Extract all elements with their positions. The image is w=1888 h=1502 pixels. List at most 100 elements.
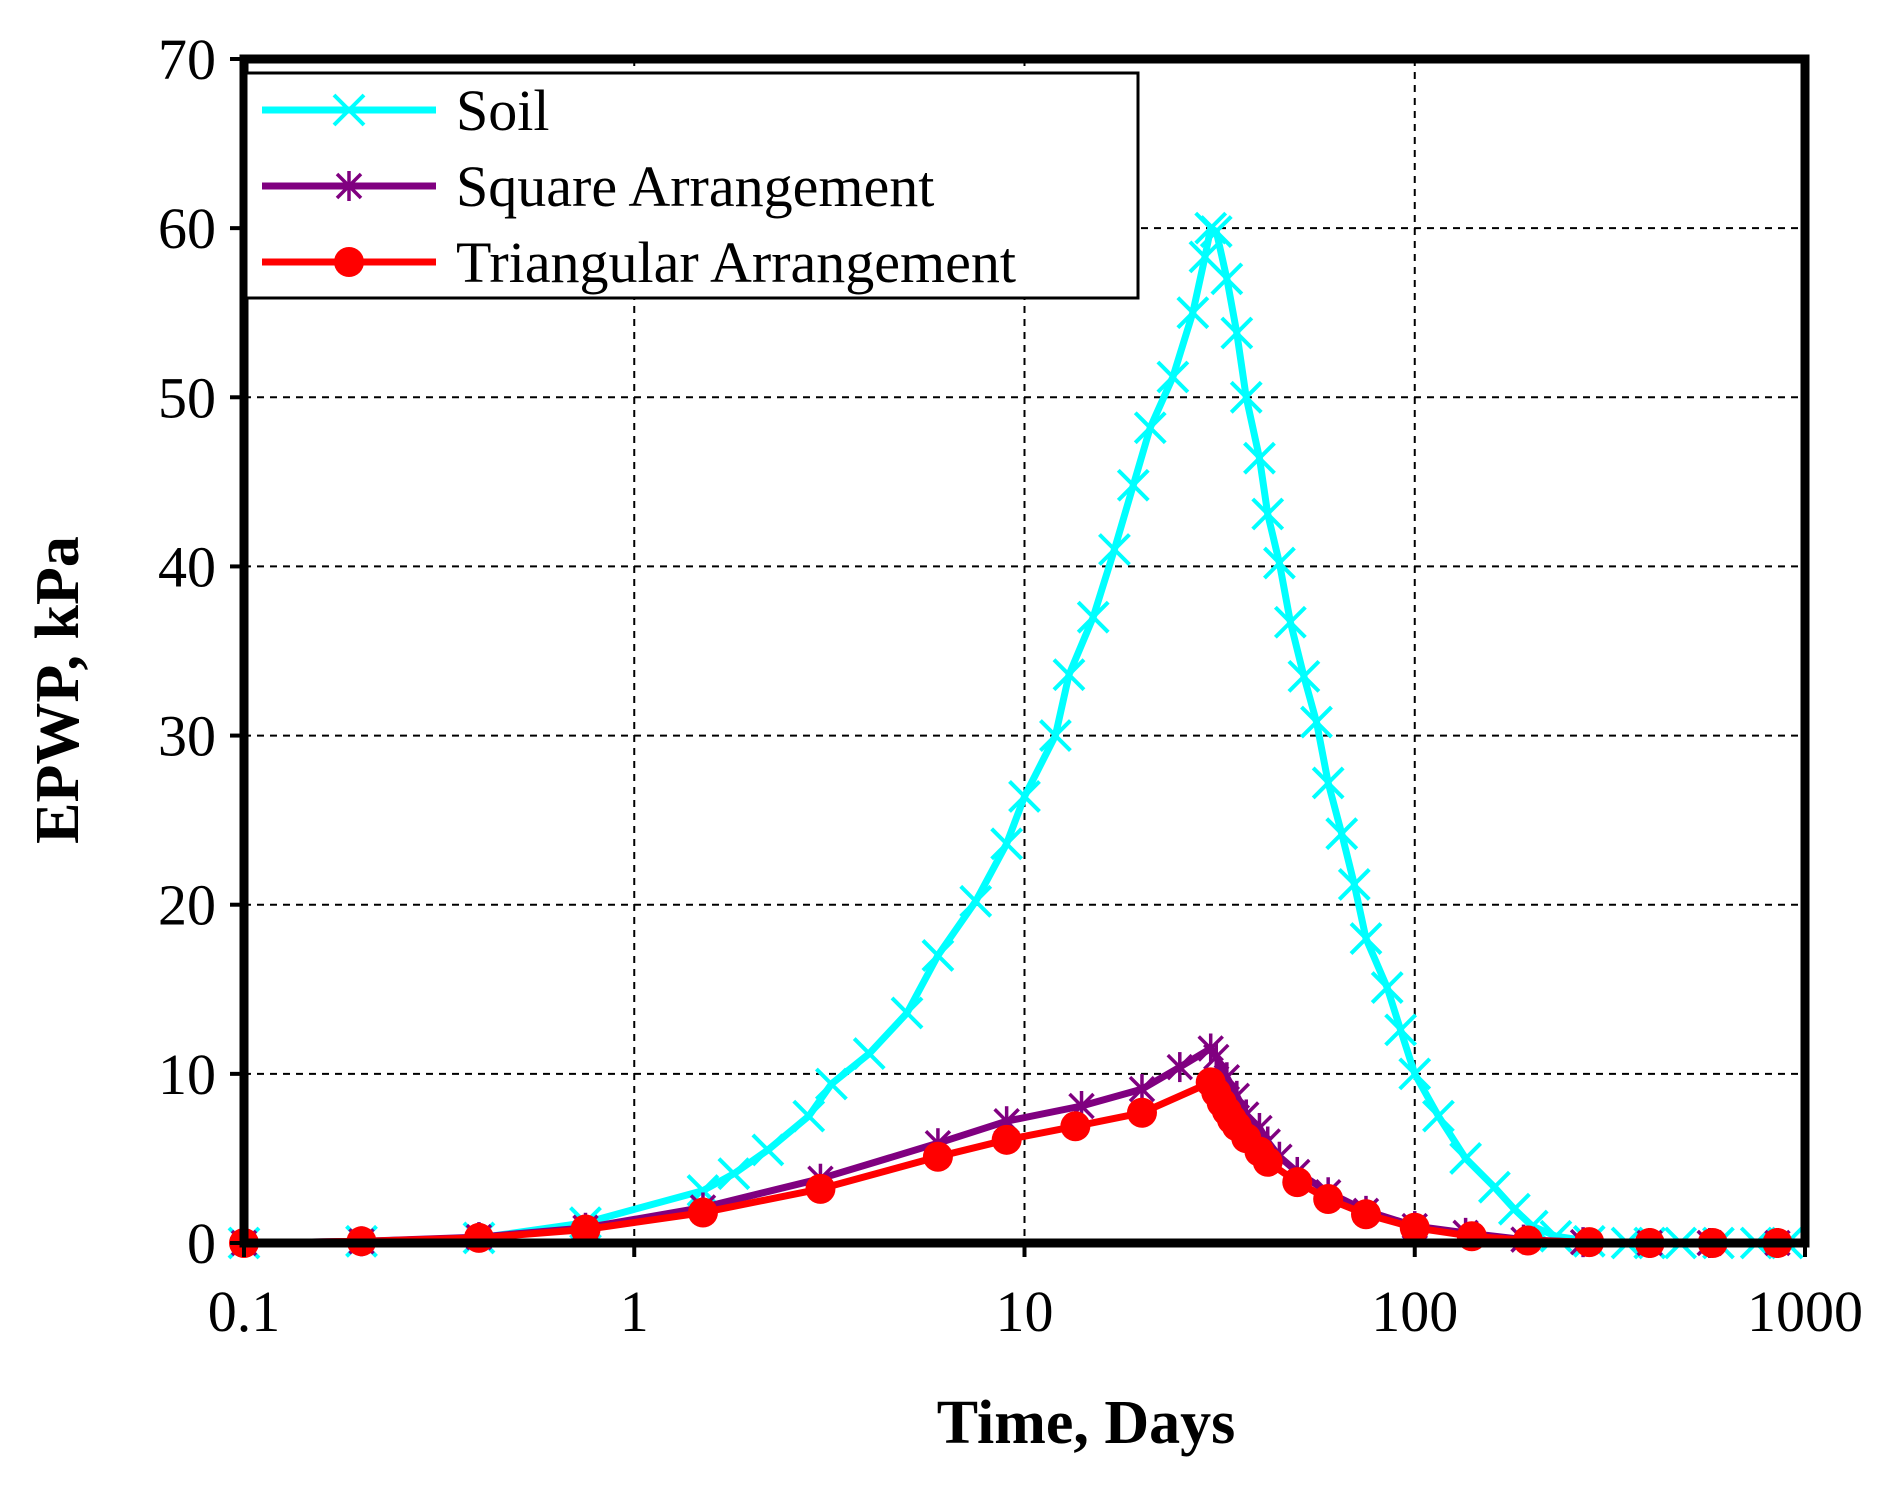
legend-marker-soil (332, 93, 366, 127)
marker-stroke (1176, 296, 1210, 330)
marker-stroke (1325, 817, 1359, 851)
marker-stroke (921, 939, 955, 972)
marker-stroke (1349, 922, 1383, 955)
data-point-soil (1210, 262, 1244, 296)
marker-stroke (1243, 441, 1276, 475)
marker-stroke (1287, 659, 1321, 693)
data-point-soil (1038, 719, 1072, 752)
x-tick-label: 10 (996, 1279, 1054, 1344)
legend-entry-soil: Soil (262, 78, 550, 143)
marker-stroke (890, 996, 924, 1030)
data-point-soil (1370, 971, 1404, 1005)
y-axis-title: EPWP, kPa (24, 536, 92, 844)
marker-stroke (792, 1099, 826, 1133)
data-point-triangular-arrangement (1060, 1111, 1091, 1142)
data-point-soil (1243, 441, 1276, 475)
data-point-soil (890, 996, 924, 1030)
marker-stroke (1422, 1099, 1455, 1133)
marker-stroke (814, 1067, 848, 1101)
marker-stroke (1052, 658, 1086, 692)
data-point-triangular-arrangement (1350, 1199, 1381, 1230)
data-point-soil (1384, 1013, 1418, 1047)
marker-stroke (1398, 1057, 1432, 1091)
marker-stroke (1076, 600, 1110, 634)
marker-stroke (686, 1174, 720, 1207)
y-tick-label: 50 (158, 365, 216, 430)
legend-marker-symbol (334, 247, 364, 277)
data-point-triangular-arrangement (687, 1197, 718, 1228)
legend-entry-triangular-arrangement: Triangular Arrangement (262, 230, 1016, 295)
data-point-soil (1116, 468, 1150, 502)
data-point-triangular-arrangement (1313, 1184, 1344, 1215)
marker-stroke (751, 1133, 785, 1167)
x-tick-label: 1000 (1747, 1279, 1863, 1344)
data-point-soil (1263, 546, 1296, 580)
data-point-soil (1008, 780, 1041, 813)
marker-stroke (1210, 262, 1244, 296)
marker-stroke (959, 884, 993, 918)
legend-marker-symbol (335, 171, 363, 201)
data-point-soil (1098, 533, 1131, 566)
y-tick-label: 40 (158, 534, 216, 599)
data-point-triangular-arrangement (463, 1222, 494, 1253)
y-tick-label: 10 (158, 1042, 216, 1107)
data-point-soil (1229, 380, 1263, 414)
data-point-triangular-arrangement (922, 1141, 953, 1172)
marker-stroke (1311, 766, 1345, 800)
marker-stroke (1370, 971, 1404, 1005)
y-tick-label: 0 (187, 1211, 216, 1276)
data-point-soil (1398, 1057, 1432, 1091)
legend: Soil Square Arrangement Triangular Arran… (244, 71, 1140, 300)
data-point-soil (1300, 705, 1333, 739)
y-tick-label: 60 (158, 196, 216, 261)
marker-stroke (1229, 380, 1263, 414)
data-point-soil (1220, 316, 1254, 350)
marker-stroke (1477, 1170, 1511, 1204)
data-point-soil (1287, 659, 1321, 693)
marker-stroke (1038, 719, 1072, 752)
marker-stroke (1273, 605, 1307, 639)
marker-stroke (1300, 705, 1333, 739)
marker-stroke (1156, 360, 1190, 394)
data-point-soil (1156, 360, 1190, 394)
data-point-triangular-arrangement (1282, 1167, 1313, 1198)
marker-stroke (1220, 316, 1254, 350)
x-tick-label: 1 (620, 1279, 649, 1344)
x-tick-label: 100 (1371, 1279, 1458, 1344)
data-point-soil (1176, 296, 1210, 330)
data-point-soil (792, 1099, 826, 1133)
marker-stroke (1188, 240, 1222, 274)
legend-label-soil: Soil (456, 78, 550, 143)
data-point-triangular-arrangement (991, 1124, 1022, 1155)
data-point-soil (921, 939, 955, 972)
data-point-soil (852, 1037, 886, 1070)
legend-marker-square-arrangement (335, 171, 363, 201)
x-tick-label: 0.1 (208, 1279, 281, 1344)
marker-stroke (990, 827, 1024, 861)
legend-marker-triangular-arrangement (334, 247, 364, 277)
data-point-soil (1449, 1142, 1483, 1175)
axis-ticks: 0.1 1 10 100 1000 0 10 20 30 40 50 60 70 (158, 27, 1863, 1344)
series-triangular-arrangement (229, 1067, 1793, 1258)
marker-stroke (1263, 546, 1296, 580)
marker-stroke (1449, 1142, 1483, 1175)
data-point-soil (1311, 766, 1345, 800)
marker-stroke (1133, 411, 1167, 445)
legend-label-triangular-arrangement: Triangular Arrangement (456, 230, 1016, 295)
marker-stroke (1116, 468, 1150, 502)
data-point-soil (1052, 658, 1086, 692)
data-point-triangular-arrangement (1252, 1146, 1283, 1177)
marker-stroke (332, 93, 366, 127)
marker-stroke (717, 1157, 751, 1191)
data-point-soil (1133, 411, 1167, 445)
data-point-soil (751, 1133, 785, 1167)
data-point-soil (1273, 605, 1307, 639)
marker-stroke (1098, 533, 1131, 566)
data-point-triangular-arrangement (1399, 1212, 1430, 1243)
data-point-square-arrangement (1166, 1052, 1194, 1083)
marker-stroke (1008, 780, 1041, 813)
data-point-soil (1337, 868, 1371, 901)
data-point-soil (717, 1157, 751, 1191)
marker-stroke (1251, 497, 1285, 531)
